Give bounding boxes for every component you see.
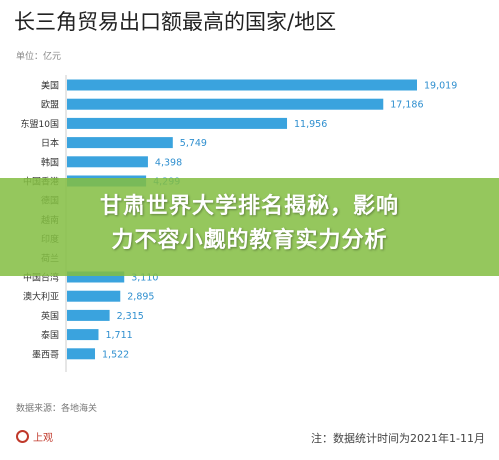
bar <box>67 137 173 149</box>
category-label: 东盟10国 <box>21 118 59 130</box>
logo-text: 上观 <box>33 433 53 444</box>
bar <box>67 348 96 360</box>
headline-text: 甘肃世界大学排名揭秘，影响 力不容小觑的教育实力分析 <box>0 190 499 258</box>
value-label: 2,315 <box>117 311 144 322</box>
chart-title: 长三角贸易出口额最高的国家/地区 <box>14 10 337 34</box>
category-label: 欧盟 <box>41 99 59 111</box>
value-label: 1,711 <box>105 330 132 341</box>
value-label: 19,019 <box>424 81 457 92</box>
bar <box>67 309 110 321</box>
date-note: 注：数据统计时间为2021年1-11月 <box>311 432 485 445</box>
logo-mark-icon <box>16 430 29 443</box>
value-label: 5,749 <box>180 138 207 149</box>
headline-line-1: 甘肃世界大学排名揭秘，影响 <box>99 194 399 219</box>
unit-label: 单位：亿元 <box>16 52 62 62</box>
category-label: 英国 <box>41 310 59 322</box>
category-label: 韩国 <box>41 156 59 168</box>
brand-logo: 上观 <box>16 429 53 444</box>
bar <box>67 79 417 91</box>
headline-line-2: 力不容小觑的教育实力分析 <box>111 228 388 253</box>
headline-banner <box>0 178 499 276</box>
bar <box>67 329 99 341</box>
bar <box>67 156 148 168</box>
bar <box>67 271 125 283</box>
category-label: 墨西哥 <box>32 349 59 360</box>
category-label: 日本 <box>41 137 59 149</box>
bar <box>67 290 121 302</box>
value-label: 1,522 <box>102 349 129 360</box>
bar <box>67 98 384 110</box>
category-label: 泰国 <box>41 329 59 341</box>
value-label: 4,398 <box>155 157 182 168</box>
category-label: 澳大利亚 <box>23 291 59 303</box>
value-label: 2,895 <box>127 292 154 303</box>
value-label: 11,956 <box>294 119 327 130</box>
value-label: 3,110 <box>131 273 158 284</box>
category-label: 美国 <box>41 80 59 92</box>
source-note: 数据来源：各地海关 <box>16 404 98 414</box>
bar <box>67 117 288 129</box>
value-label: 17,186 <box>390 100 423 111</box>
